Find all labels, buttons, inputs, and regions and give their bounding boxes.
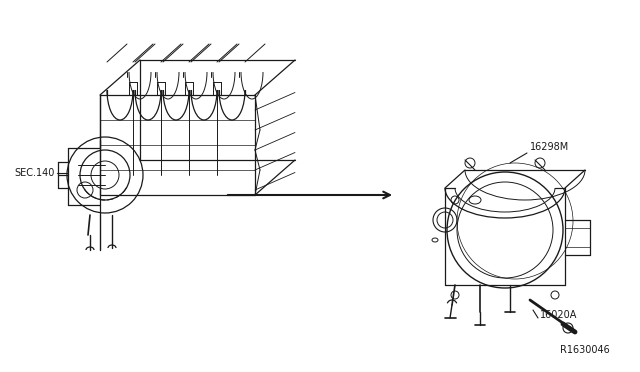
Text: 16020A: 16020A	[540, 310, 577, 320]
Text: SEC.140: SEC.140	[15, 168, 55, 178]
Text: 16298M: 16298M	[530, 142, 569, 152]
Text: R1630046: R1630046	[560, 345, 610, 355]
